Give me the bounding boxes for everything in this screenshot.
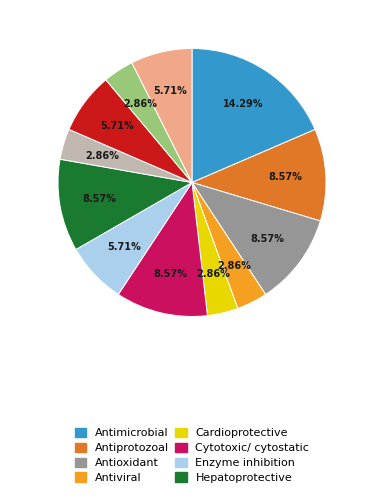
Text: 8.57%: 8.57% <box>250 234 284 243</box>
Text: 2.86%: 2.86% <box>217 262 251 272</box>
Wedge shape <box>106 62 192 182</box>
Wedge shape <box>192 182 266 308</box>
Text: 8.57%: 8.57% <box>153 269 187 279</box>
Wedge shape <box>192 48 315 182</box>
Legend: Antimicrobial, Antiprotozoal, Antioxidant, Antiviral, Cardioprotective, Cytotoxi: Antimicrobial, Antiprotozoal, Antioxidan… <box>73 426 311 485</box>
Text: 14.29%: 14.29% <box>223 99 264 109</box>
Wedge shape <box>192 130 326 221</box>
Text: 8.57%: 8.57% <box>269 172 303 182</box>
Wedge shape <box>192 182 238 316</box>
Text: 5.71%: 5.71% <box>107 242 141 252</box>
Wedge shape <box>69 80 192 182</box>
Text: 2.86%: 2.86% <box>197 269 230 279</box>
Text: 5.71%: 5.71% <box>154 86 187 96</box>
Text: 5.71%: 5.71% <box>100 122 134 132</box>
Wedge shape <box>118 182 207 316</box>
Wedge shape <box>60 130 192 182</box>
Wedge shape <box>76 182 192 294</box>
Wedge shape <box>192 182 320 294</box>
Wedge shape <box>58 159 192 250</box>
Text: 2.86%: 2.86% <box>124 99 157 109</box>
Wedge shape <box>132 48 192 182</box>
Text: 2.86%: 2.86% <box>85 150 119 160</box>
Text: 8.57%: 8.57% <box>83 194 117 204</box>
